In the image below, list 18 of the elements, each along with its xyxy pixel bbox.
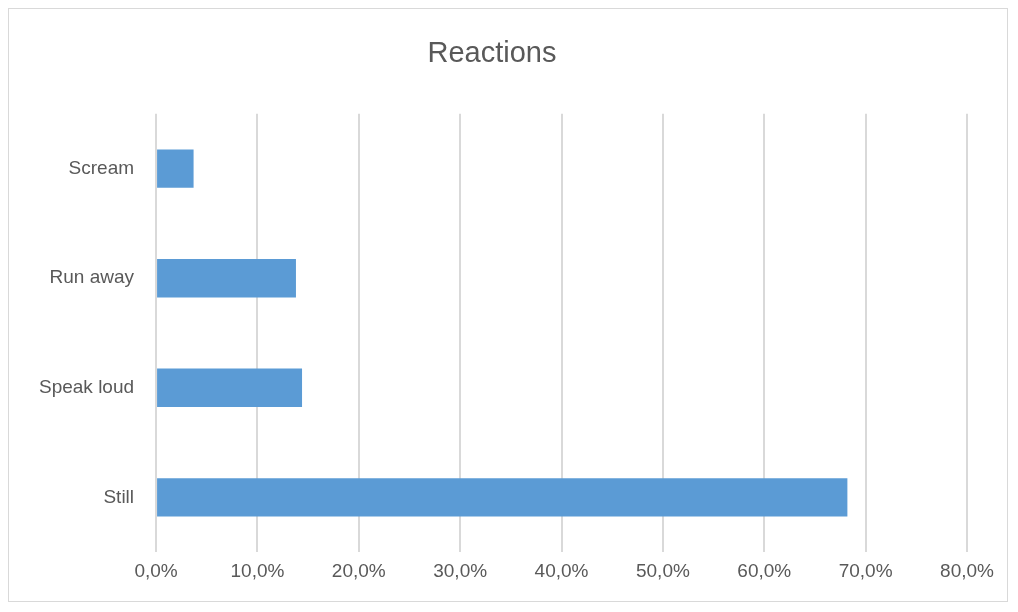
bar (157, 368, 303, 407)
x-tick-label: 10,0% (230, 559, 285, 581)
x-tick-label: 70,0% (838, 559, 893, 581)
y-tick-label: Scream (68, 156, 135, 178)
x-tick-label: 80,0% (940, 559, 995, 581)
y-tick-label: Still (103, 485, 135, 507)
bar (157, 259, 296, 298)
x-tick-label: 50,0% (635, 559, 690, 581)
x-tick-label: 40,0% (534, 559, 589, 581)
x-tick-label: 20,0% (331, 559, 386, 581)
chart-title: Reactions (427, 36, 557, 69)
x-tick-label: 60,0% (737, 559, 792, 581)
y-tick-label: Speak loud (39, 376, 135, 398)
bar (157, 149, 194, 188)
bar (157, 478, 848, 517)
y-tick-label: Run away (49, 266, 135, 288)
x-tick-label: 0,0% (134, 559, 178, 581)
x-tick-label: 30,0% (433, 559, 488, 581)
